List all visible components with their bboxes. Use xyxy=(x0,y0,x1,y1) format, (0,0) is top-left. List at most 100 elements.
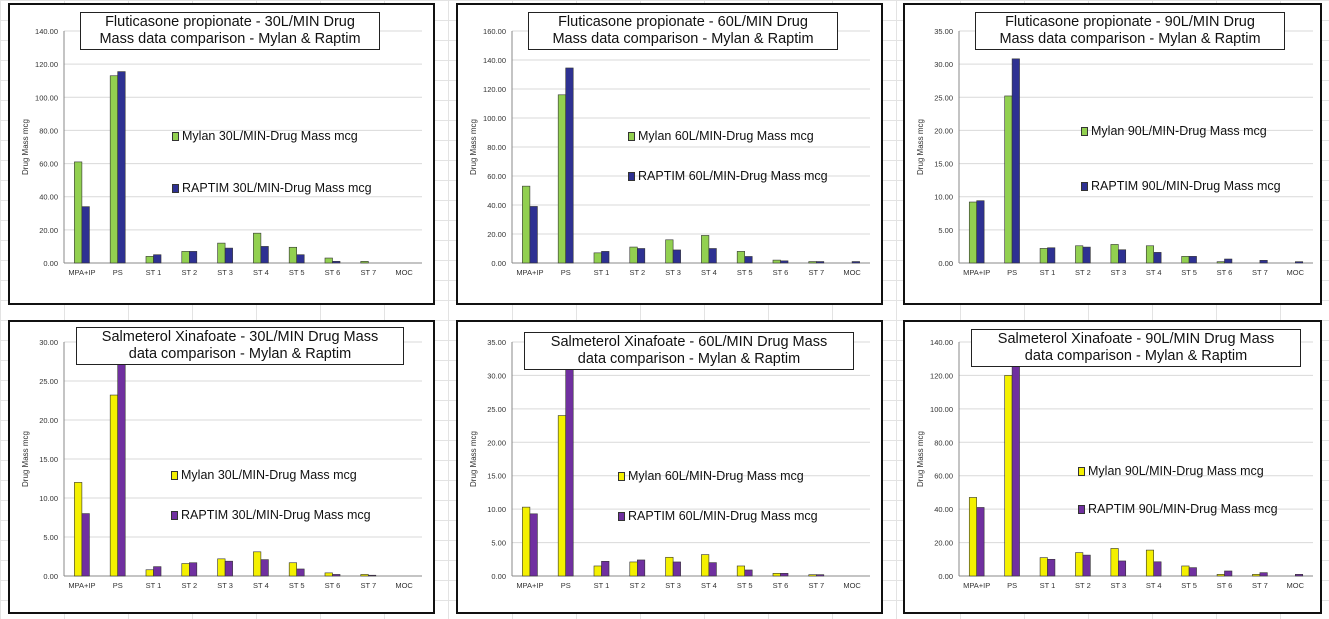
y-tick-label: 20.00 xyxy=(39,416,58,425)
bar xyxy=(217,242,226,264)
y-axis-label: Drug Mass mcg xyxy=(916,431,925,487)
x-tick-label: ST 3 xyxy=(665,268,681,277)
y-tick-label: 140.00 xyxy=(483,56,506,65)
x-tick-label: ST 7 xyxy=(360,268,376,277)
x-tick-label: MPA+IP xyxy=(68,268,95,277)
legend-label: RAPTIM 60L/MIN-Drug Mass mcg xyxy=(628,509,818,523)
y-tick-label: 60.00 xyxy=(934,472,953,481)
legend-item-raptim: RAPTIM 30L/MIN-Drug Mass mcg xyxy=(171,508,371,522)
bar xyxy=(181,563,190,577)
y-tick-label: 15.00 xyxy=(934,160,953,169)
x-tick-label: ST 3 xyxy=(217,581,233,590)
bar xyxy=(74,482,83,577)
y-tick-label: 20.00 xyxy=(487,438,506,447)
legend-item-raptim: RAPTIM 60L/MIN-Drug Mass mcg xyxy=(628,169,828,183)
bar xyxy=(557,94,566,264)
x-tick-label: ST 7 xyxy=(1252,581,1268,590)
y-axis-label: Drug Mass mcg xyxy=(21,431,30,487)
x-tick-label: PS xyxy=(561,581,571,590)
bar xyxy=(565,358,574,577)
chart-title-line: Salmeterol Xinafoate - 60L/MIN Drug Mass xyxy=(550,334,828,350)
y-tick-label: 60.00 xyxy=(39,160,58,169)
x-tick-label: MPA+IP xyxy=(516,268,543,277)
x-tick-label: PS xyxy=(1007,268,1017,277)
x-tick-label: PS xyxy=(113,268,123,277)
chart-panel-sx-90: 0.00 20.00 40.00 60.00 80.00 100.00 120.00 140.… xyxy=(903,320,1322,614)
chart-panel-sx-30: 0.00 5.00 10.00 15.00 20.00 25.00 30.00 Drug Ma… xyxy=(8,320,435,614)
legend-swatch xyxy=(618,511,625,521)
y-tick-label: 160.00 xyxy=(483,27,506,36)
y-tick-label: 120.00 xyxy=(483,85,506,94)
y-tick-label: 0.00 xyxy=(43,572,58,581)
bar xyxy=(288,562,298,577)
bar xyxy=(529,206,538,264)
bar xyxy=(780,260,789,264)
x-tick-label: PS xyxy=(561,268,571,277)
bar xyxy=(189,562,198,577)
y-tick-label: 20.00 xyxy=(934,539,953,548)
y-tick-label: 25.00 xyxy=(934,93,953,102)
bar xyxy=(1118,249,1127,264)
y-tick-label: 80.00 xyxy=(487,143,506,152)
bar xyxy=(1110,244,1119,264)
x-tick-label: ST 3 xyxy=(665,581,681,590)
chart-title-line: data comparison - Mylan & Raptim xyxy=(128,346,352,362)
bar xyxy=(708,248,717,264)
bar xyxy=(736,565,746,577)
chart-svg: 0.00 5.00 10.00 15.00 20.00 25.00 30.00 35.00 Dr… xyxy=(916,27,1313,277)
y-tick-label: 5.00 xyxy=(938,226,953,235)
bar xyxy=(1075,245,1084,264)
x-tick-label: ST 3 xyxy=(217,268,233,277)
bar xyxy=(224,560,233,577)
x-tick-label: ST 5 xyxy=(1181,581,1197,590)
legend-swatch xyxy=(1081,126,1088,136)
legend-swatch xyxy=(171,510,178,520)
x-tick-label: ST 4 xyxy=(1146,581,1162,590)
bar xyxy=(1181,256,1190,264)
legend-item-mylan: Mylan 90L/MIN-Drug Mass mcg xyxy=(1081,124,1267,138)
bar xyxy=(1047,558,1056,577)
x-tick-label: ST 2 xyxy=(1075,581,1091,590)
legend-swatch xyxy=(172,131,179,141)
chart-panel-sx-60: 0.00 5.00 10.00 15.00 20.00 25.00 30.00 35.00 Dr… xyxy=(456,320,883,614)
legend-label: RAPTIM 30L/MIN-Drug Mass mcg xyxy=(181,508,371,522)
y-tick-label: 140.00 xyxy=(35,27,58,36)
x-tick-label: ST 5 xyxy=(737,268,753,277)
x-tick-label: ST 6 xyxy=(325,581,341,590)
legend-label: Mylan 90L/MIN-Drug Mass mcg xyxy=(1088,464,1264,478)
bar xyxy=(1004,95,1013,264)
bar xyxy=(815,261,825,264)
y-tick-label: 35.00 xyxy=(487,338,506,347)
y-tick-label: 100.00 xyxy=(35,93,58,102)
y-tick-label: 40.00 xyxy=(934,505,953,514)
legend-swatch xyxy=(618,471,625,481)
bar xyxy=(1039,248,1048,264)
x-tick-label: ST 5 xyxy=(1181,268,1197,277)
bar xyxy=(701,554,710,577)
bar xyxy=(74,161,83,264)
bar xyxy=(253,551,262,577)
y-tick-label: 100.00 xyxy=(930,405,953,414)
chart-title: Salmeterol Xinafoate - 30L/MIN Drug Mass… xyxy=(76,327,404,365)
bar xyxy=(1039,557,1048,577)
x-tick-label: PS xyxy=(1007,581,1017,590)
y-tick-label: 30.00 xyxy=(934,60,953,69)
chart-svg: 0.00 5.00 10.00 15.00 20.00 25.00 30.00 35.00 Dr… xyxy=(469,338,870,590)
x-tick-label: ST 3 xyxy=(1110,581,1126,590)
bar xyxy=(360,574,369,577)
legend-label: RAPTIM 90L/MIN-Drug Mass mcg xyxy=(1091,179,1281,193)
y-tick-label: 30.00 xyxy=(39,338,58,347)
x-tick-label: ST 6 xyxy=(325,268,341,277)
y-tick-label: 5.00 xyxy=(43,533,58,542)
bar xyxy=(109,394,118,577)
x-tick-label: ST 4 xyxy=(1146,268,1162,277)
x-tick-label: ST 2 xyxy=(181,581,197,590)
bar xyxy=(665,556,674,577)
x-tick-label: MPA+IP xyxy=(963,581,990,590)
y-tick-label: 15.00 xyxy=(39,455,58,464)
bar xyxy=(1075,552,1084,577)
bar xyxy=(324,572,333,577)
bar xyxy=(1110,548,1119,577)
bar xyxy=(976,200,985,264)
x-tick-label: ST 2 xyxy=(181,268,197,277)
